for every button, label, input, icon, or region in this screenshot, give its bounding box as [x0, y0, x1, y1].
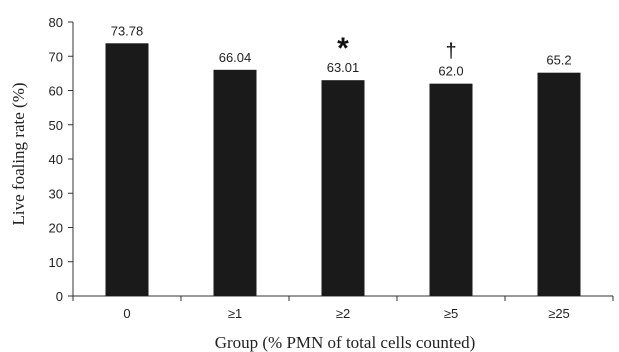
- bar: [429, 83, 473, 297]
- significance-marker: †: [445, 41, 456, 63]
- y-tick-label: 50: [49, 118, 63, 133]
- y-tick-label: 60: [49, 84, 63, 99]
- x-tick-label: ≥1: [228, 306, 242, 321]
- bars: [105, 43, 581, 297]
- x-tick-label: ≥2: [336, 306, 350, 321]
- x-axis: 0 ≥1 ≥2 ≥5 ≥25: [72, 295, 614, 321]
- y-axis-title: Live foaling rate (%): [9, 82, 28, 225]
- y-tick-label: 10: [49, 255, 63, 270]
- y-tick-label: 30: [49, 186, 63, 201]
- bar-value-label: 62.0: [438, 64, 463, 79]
- x-axis-title: Group (% PMN of total cells counted): [215, 333, 476, 352]
- y-tick-label: 80: [49, 15, 63, 30]
- bar-value-label: 73.78: [111, 23, 144, 38]
- y-tick-label: 20: [49, 221, 63, 236]
- y-tick-label: 0: [56, 289, 63, 304]
- x-tick-label: ≥25: [548, 306, 570, 321]
- bar: [213, 69, 257, 296]
- bar: [105, 43, 149, 297]
- bar-value-label: 66.04: [219, 50, 252, 65]
- y-axis: 0 10 20 30 40 50 60 70 80: [49, 15, 74, 304]
- data-labels: 73.78 66.04 63.01 62.0 65.2: [111, 23, 572, 78]
- y-tick-label: 40: [49, 152, 63, 167]
- bar: [321, 80, 365, 296]
- bar: [537, 72, 581, 296]
- y-tick-label: 70: [49, 49, 63, 64]
- bar-value-label: 63.01: [327, 60, 360, 75]
- significance-marker: *: [337, 32, 349, 65]
- x-tick-label: 0: [123, 306, 130, 321]
- x-tick-label: ≥5: [444, 306, 458, 321]
- bar-value-label: 65.2: [546, 53, 571, 68]
- significance-markers: * †: [337, 32, 456, 65]
